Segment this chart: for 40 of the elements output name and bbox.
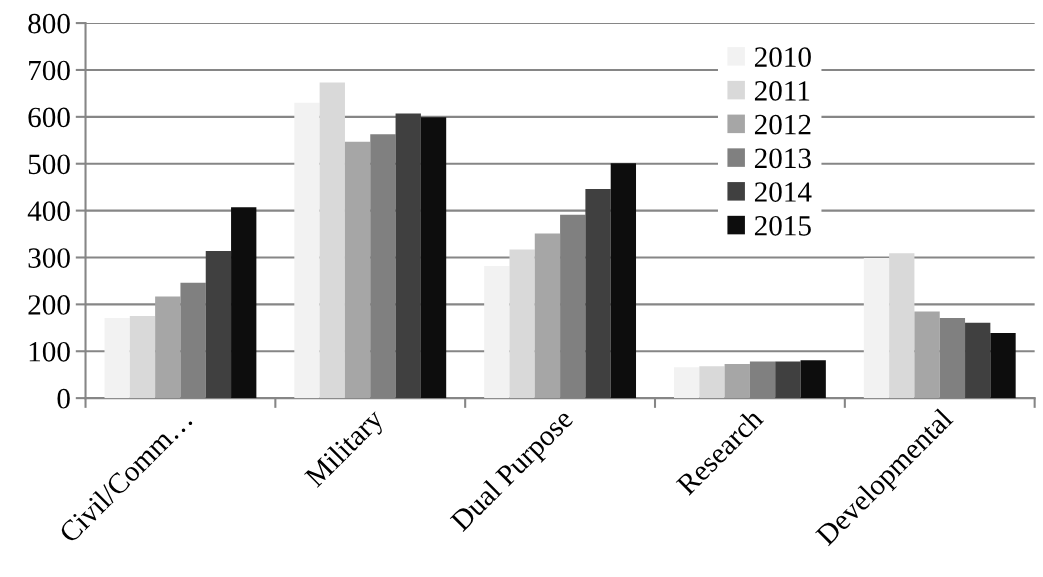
bar <box>724 363 750 399</box>
y-tick-label: 300 <box>28 248 70 268</box>
bar <box>889 253 915 399</box>
bar <box>585 189 611 399</box>
bar <box>699 366 725 399</box>
bar <box>914 311 940 399</box>
y-tick-label: 0 <box>57 388 70 409</box>
bar <box>990 332 1016 399</box>
bar <box>104 317 130 399</box>
bar <box>534 233 561 399</box>
bar <box>484 265 510 399</box>
y-tick-label: 400 <box>27 201 70 222</box>
bar <box>509 249 535 399</box>
legend-label: 2013 <box>754 148 811 169</box>
bar <box>420 117 447 399</box>
legend-label: 2011 <box>754 81 810 101</box>
legend-label: 2012 <box>754 114 811 135</box>
bar <box>965 322 991 399</box>
y-tick-label: 700 <box>29 60 70 81</box>
bar <box>800 360 826 399</box>
y-tick-label: 500 <box>28 154 70 175</box>
bar <box>775 361 801 399</box>
y-tick-label: 200 <box>28 295 70 315</box>
bar <box>344 141 371 399</box>
bar <box>319 82 345 399</box>
y-tick-label: 100 <box>29 341 70 362</box>
bar <box>231 207 257 399</box>
bar <box>294 102 320 399</box>
bar <box>610 163 637 399</box>
bar <box>205 250 232 399</box>
bar <box>863 257 890 399</box>
bar <box>673 367 700 399</box>
bar <box>155 296 181 399</box>
bar <box>395 113 421 399</box>
y-tick-label: 800 <box>28 13 70 34</box>
bar <box>129 316 156 399</box>
legend-label: 2010 <box>754 47 811 67</box>
legend-label: 2014 <box>754 182 812 202</box>
y-tick-label: 600 <box>28 107 70 128</box>
legend-label: 2015 <box>754 215 811 236</box>
